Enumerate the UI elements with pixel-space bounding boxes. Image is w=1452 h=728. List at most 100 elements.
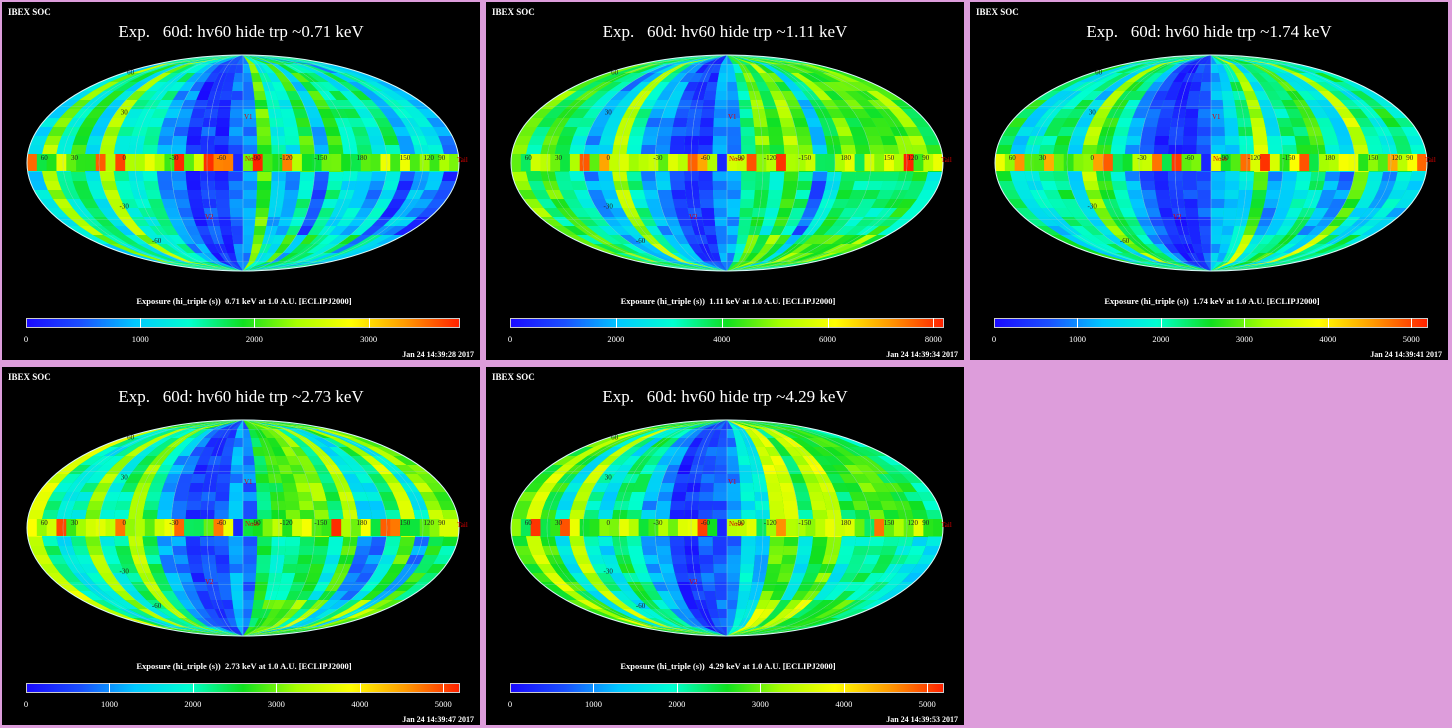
panel-title: Exp. 60d: hv60 hide trp ~2.73 keV [118, 387, 364, 406]
latitude-label: -30 [604, 567, 614, 575]
latitude-label: 30 [121, 108, 129, 116]
latitude-label: 30 [605, 108, 613, 116]
longitude-label: -60 [701, 519, 711, 527]
sky-map: 60 30 0 -30 -60 -90 -120 -150 180 150 120 90 60 30 -30… [510, 419, 952, 637]
longitude-label: 180 [841, 154, 852, 162]
v1-label: V1 [728, 478, 737, 486]
colorbar-tick-label: 4000 [835, 699, 853, 709]
colorbar [26, 318, 460, 328]
v2-label: V2 [689, 213, 698, 221]
colorbar-tick-label: 2000 [184, 699, 202, 709]
colorbar [510, 683, 944, 693]
v1-label: V1 [244, 478, 253, 486]
nose-label: Nose [1213, 155, 1227, 163]
longitude-label: 120 [424, 154, 435, 162]
colorbar-tick-label: 2000 [668, 699, 686, 709]
colorbar-tick-label: 3000 [267, 699, 285, 709]
v1-label: V1 [1212, 113, 1221, 121]
map-panel-2: 60 30 0 -30 -60 -90 -120 -150 180 150 120 90 60 30 -30… [486, 2, 964, 360]
colorbar-tick-mark [359, 683, 361, 693]
longitude-label: 120 [908, 154, 919, 162]
panel-title: Exp. 60d: hv60 hide trp ~0.71 keV [118, 22, 364, 41]
colorbar-tick-mark [827, 318, 829, 328]
colorbar [994, 318, 1428, 328]
panel-header: IBEX SOC [976, 7, 1019, 17]
longitude-label: 90 [1406, 154, 1414, 162]
colorbar-tick-label: 2000 [607, 334, 625, 344]
tail-label: Tail [457, 521, 468, 529]
colorbar-tick-mark [721, 318, 723, 328]
nose-label: Nose [245, 520, 259, 528]
colorbar-caption: Exposure (hi_triple (s)) 2.73 keV at 1.0… [136, 661, 352, 671]
longitude-label: 180 [357, 154, 368, 162]
latitude-label: -30 [604, 202, 614, 210]
nose-label: Nose [729, 520, 743, 528]
latitude-label: 60 [127, 433, 135, 441]
latitude-label: -60 [636, 602, 646, 610]
timestamp: Jan 24 14:39:34 2017 [886, 350, 958, 359]
v2-label: V2 [689, 578, 698, 586]
panel-header: IBEX SOC [492, 372, 535, 382]
tail-label: Tail [457, 156, 468, 164]
colorbar-tick-mark [1411, 318, 1413, 328]
map-panel-3: 60 30 0 -30 -60 -90 -120 -150 180 150 120 90 60 30 -30… [970, 2, 1448, 360]
colorbar-tick-label: 1000 [584, 699, 602, 709]
longitude-label: -30 [653, 519, 663, 527]
latitude-label: -60 [1120, 237, 1130, 245]
panel-title: Exp. 60d: hv60 hide trp ~1.74 keV [1086, 22, 1332, 41]
timestamp: Jan 24 14:39:28 2017 [402, 350, 474, 359]
v2-label: V2 [205, 213, 214, 221]
longitude-label: 150 [884, 154, 895, 162]
map-panel-1: 60 30 0 -30 -60 -90 -120 -150 180 150 120 90 60 30 -30… [2, 2, 480, 360]
longitude-label: 0 [122, 154, 126, 162]
longitude-label: 30 [1039, 154, 1047, 162]
colorbar-tick-label: 6000 [819, 334, 837, 344]
v2-label: V2 [205, 578, 214, 586]
colorbar-caption: Exposure (hi_triple (s)) 0.71 keV at 1.0… [136, 296, 352, 306]
longitude-label: 180 [1325, 154, 1336, 162]
longitude-label: 90 [438, 154, 446, 162]
colorbar-tick-mark [254, 318, 256, 328]
colorbar [26, 683, 460, 693]
longitude-label: 30 [555, 519, 563, 527]
colorbar-tick-label: 2000 [1152, 334, 1170, 344]
longitude-label: 120 [1392, 154, 1403, 162]
longitude-label: -90 [735, 154, 745, 162]
colorbar-caption: Exposure (hi_triple (s)) 4.29 keV at 1.0… [620, 661, 836, 671]
longitude-label: -60 [217, 154, 227, 162]
colorbar-tick-label: 5000 [434, 699, 452, 709]
longitude-label: -150 [1282, 154, 1295, 162]
longitude-label: -60 [1185, 154, 1195, 162]
longitude-label: -150 [798, 519, 811, 527]
longitude-label: -90 [251, 154, 261, 162]
longitude-label: 30 [71, 519, 79, 527]
exposure-map [511, 55, 943, 271]
longitude-label: -120 [280, 154, 293, 162]
exposure-map [511, 420, 943, 636]
longitude-label: 60 [525, 519, 533, 527]
latitude-label: -30 [120, 202, 130, 210]
longitude-label: -30 [1137, 154, 1147, 162]
colorbar-caption: Exposure (hi_triple (s)) 1.11 keV at 1.0… [620, 296, 836, 306]
colorbar-tick-label: 0 [507, 699, 513, 709]
colorbar-tick-label: 3000 [1235, 334, 1253, 344]
colorbar-tick-mark [192, 683, 194, 693]
nose-label: Nose [245, 155, 259, 163]
latitude-label: 60 [1095, 68, 1103, 76]
longitude-label: 90 [922, 154, 930, 162]
colorbar-tick-mark [760, 683, 762, 693]
sky-map: 60 30 0 -30 -60 -90 -120 -150 180 150 120 90 60 30 -30… [510, 54, 952, 272]
longitude-label: 90 [922, 519, 930, 527]
longitude-label: 30 [555, 154, 563, 162]
longitude-label: -90 [735, 519, 745, 527]
latitude-label: 60 [611, 68, 619, 76]
nose-label: Nose [729, 155, 743, 163]
colorbar-tick-mark [1160, 318, 1162, 328]
colorbar-tick-label: 0 [507, 334, 513, 344]
panel-header: IBEX SOC [8, 372, 51, 382]
colorbar-tick-label: 0 [23, 334, 29, 344]
colorbar [510, 318, 944, 328]
colorbar-tick-label: 4000 [713, 334, 731, 344]
longitude-label: -30 [169, 519, 179, 527]
longitude-label: 60 [1009, 154, 1017, 162]
